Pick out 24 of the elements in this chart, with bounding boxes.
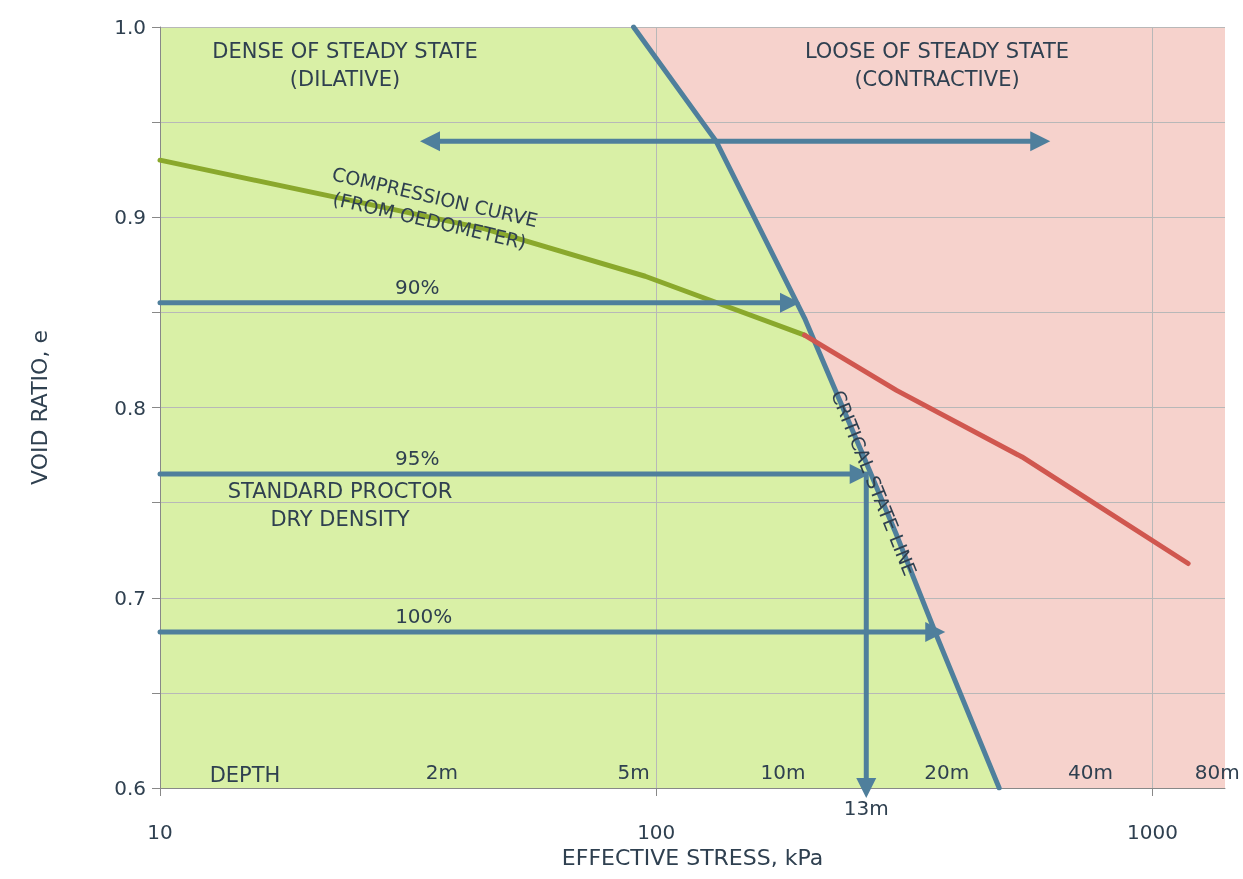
annotation: LOOSE OF STEADY STATE (CONTRACTIVE) (804, 39, 1070, 91)
x-tick-label: 1000 (1127, 820, 1178, 844)
annotation: 5m (617, 760, 650, 784)
annotation: DENSE OF STEADY STATE (DILATIVE) (212, 39, 478, 91)
y-tick-label: 0.7 (114, 585, 146, 610)
x-tick-label: 10 (147, 820, 173, 844)
annotation: STANDARD PROCTOR DRY DENSITY (227, 479, 453, 531)
annotation: 90% (395, 274, 440, 299)
y-tick-label: 0.6 (114, 776, 146, 800)
annotation: 80m (1194, 760, 1240, 784)
annotation: 2m (425, 760, 459, 784)
annotation: 20m (924, 760, 970, 784)
annotation: 100% (395, 603, 453, 628)
y-tick-label: 0.9 (114, 205, 146, 230)
y-tick-label: 1.0 (114, 15, 146, 39)
annotation: DEPTH (209, 763, 281, 787)
y-tick-label: 0.8 (114, 395, 146, 420)
x-tick-label: 100 (637, 820, 676, 844)
annotation: 13m (843, 796, 889, 820)
annotation: 10m (760, 760, 806, 784)
y-axis-title: VOID RATIO, e (26, 330, 52, 485)
x-axis-title: EFFECTIVE STRESS, kPa (561, 845, 824, 871)
annotation: 95% (395, 446, 440, 471)
annotation: 40m (1068, 760, 1113, 784)
